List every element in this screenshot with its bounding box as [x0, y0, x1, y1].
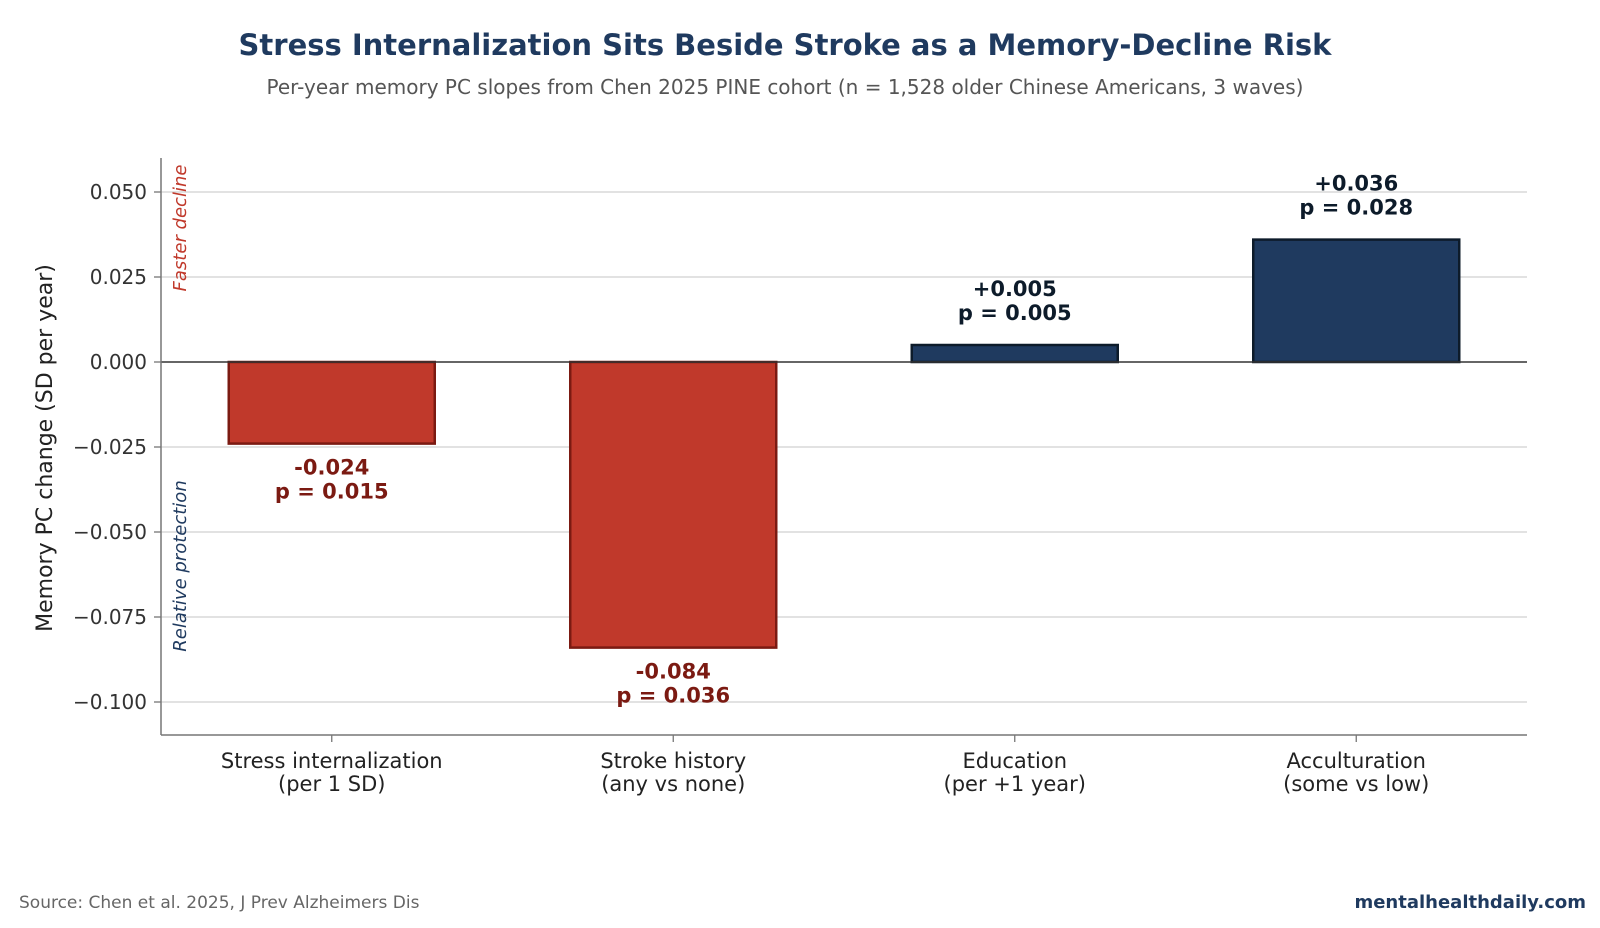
x-tick-label: Acculturation [1286, 749, 1426, 773]
x-tick-sublabel: (per 1 SD) [278, 772, 385, 796]
bar-p-value-label: p = 0.036 [616, 684, 730, 708]
bar-value-label: +0.036 [1314, 172, 1398, 196]
bar-p-value-label: p = 0.005 [958, 301, 1072, 325]
bar-p-value-label: p = 0.028 [1299, 196, 1413, 220]
x-tick-sublabel: (per +1 year) [944, 772, 1086, 796]
x-tick-label: Education [962, 749, 1067, 773]
y-tick-label: 0.025 [90, 265, 147, 289]
y-axis-label: Memory PC change (SD per year) [33, 264, 58, 632]
bar-value-label: +0.005 [973, 277, 1057, 301]
y-tick-label: 0.000 [90, 350, 147, 374]
bar [569, 360, 778, 649]
y-axis-ticks: 0.050 0.025 0.000 −0.025 −0.050 −0.075 −0.100 [73, 180, 161, 714]
chart-subtitle: Per-year memory PC slopes from Chen 2025… [267, 75, 1304, 99]
x-tick-label: Stress internalization [221, 749, 443, 773]
annotation-faster-decline: Faster decline [170, 165, 191, 292]
bar-value-label: -0.084 [636, 660, 711, 684]
x-tick-label: Stroke history [600, 749, 746, 773]
source-note: Source: Chen et al. 2025, J Prev Alzheim… [19, 893, 420, 913]
brand-credit: mentalhealthdaily.com [1354, 892, 1586, 913]
y-tick-label: −0.100 [73, 690, 147, 714]
bar-p-value-label: p = 0.015 [275, 480, 389, 504]
bars [227, 238, 1461, 649]
x-tick-sublabel: (some vs low) [1283, 772, 1429, 796]
chart-title: Stress Internalization Sits Beside Strok… [239, 28, 1333, 62]
y-tick-label: −0.075 [73, 605, 147, 629]
bar [227, 360, 436, 445]
bar-value-label: -0.024 [294, 456, 369, 480]
y-tick-label: −0.050 [73, 520, 147, 544]
bar [910, 343, 1119, 364]
annotation-relative-protection: Relative protection [170, 480, 191, 651]
y-tick-label: 0.050 [90, 180, 147, 204]
x-axis-ticks: Stress internalization(per 1 SD) Stroke h… [221, 735, 1429, 796]
x-tick-sublabel: (any vs none) [601, 772, 745, 796]
grid-lines [161, 191, 1527, 703]
y-tick-label: −0.025 [73, 435, 147, 459]
bar [1252, 238, 1461, 364]
